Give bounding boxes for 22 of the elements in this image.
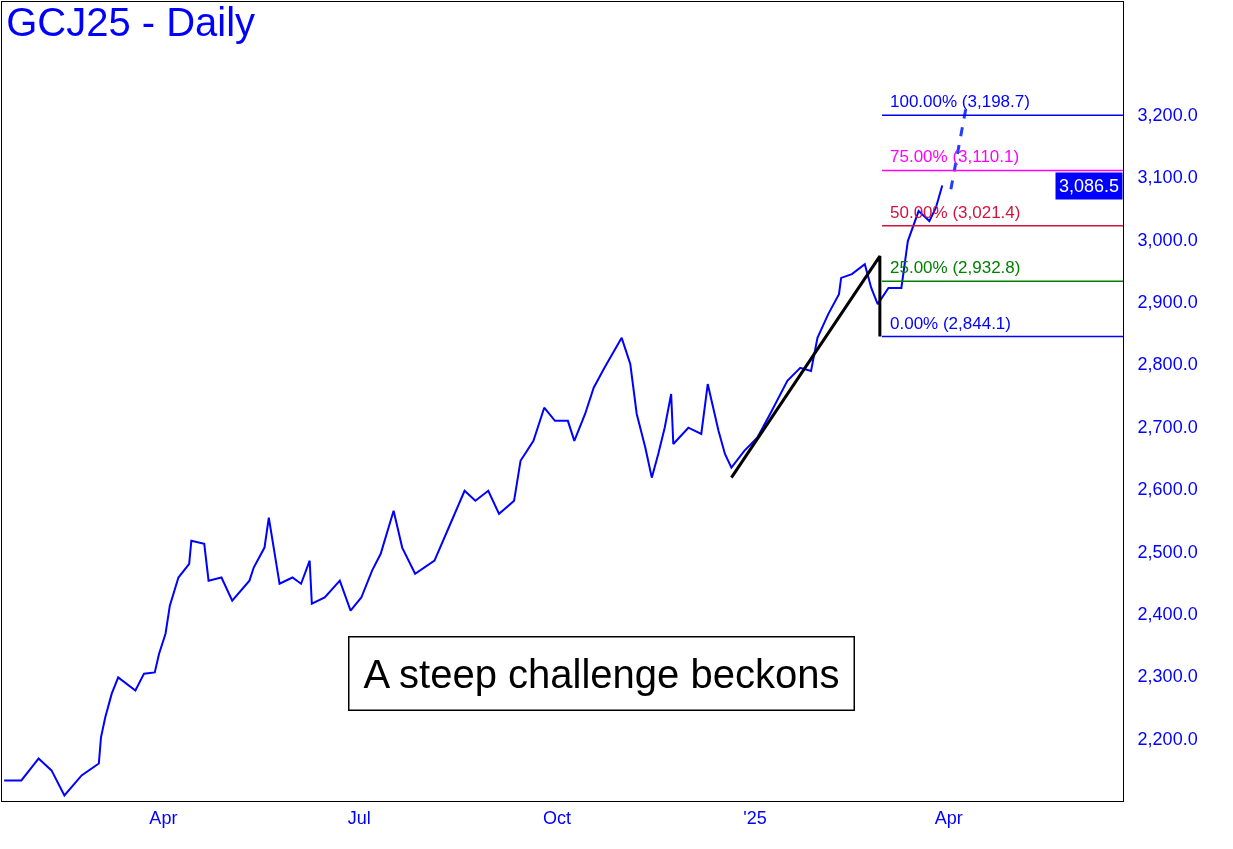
x-tick-label: Oct bbox=[543, 807, 572, 828]
y-tick-label: 2,400.0 bbox=[1137, 604, 1198, 625]
annotation: 3,086.5 bbox=[1059, 176, 1120, 196]
x-tick-label: '25 bbox=[743, 807, 767, 828]
y-tick-label: 2,900.0 bbox=[1137, 291, 1198, 312]
y-tick-label: 3,200.0 bbox=[1137, 104, 1198, 125]
y-tick-label: 2,500.0 bbox=[1137, 541, 1198, 562]
ref-line-label: 100.00% (3,198.7) bbox=[890, 92, 1030, 111]
x-tick-label: Apr bbox=[149, 807, 178, 828]
ref-line-label: 75.00% (3,110.1) bbox=[890, 147, 1020, 166]
y-tick-label: 3,000.0 bbox=[1137, 229, 1198, 250]
annotation: A steep challenge beckons bbox=[363, 651, 840, 696]
x-tick-label: Jul bbox=[347, 807, 371, 828]
y-tick-label: 2,600.0 bbox=[1137, 479, 1198, 500]
x-tick-label: Apr bbox=[934, 807, 963, 828]
ref-line-label: 0.00% (2,844.1) bbox=[890, 314, 1011, 333]
y-tick-label: 2,800.0 bbox=[1137, 354, 1198, 375]
y-tick-label: 3,100.0 bbox=[1137, 167, 1198, 188]
chart-title: GCJ25 - Daily bbox=[6, 0, 256, 45]
y-tick-label: 2,200.0 bbox=[1137, 728, 1198, 749]
y-tick-label: 2,300.0 bbox=[1137, 666, 1198, 687]
y-tick-label: 2,700.0 bbox=[1137, 416, 1198, 437]
